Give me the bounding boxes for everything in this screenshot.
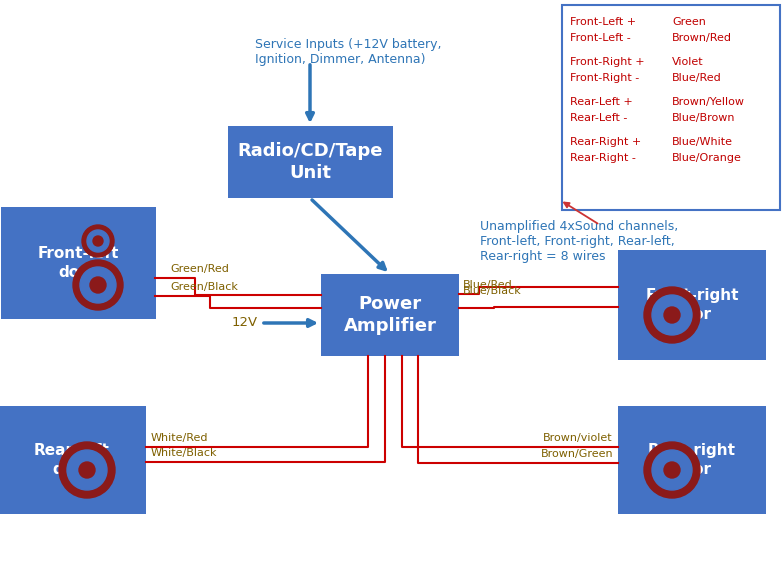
Text: Front-left
door: Front-left door [38,246,119,280]
Text: Rear-left
door: Rear-left door [34,443,110,477]
Text: Radio/CD/Tape
Unit: Radio/CD/Tape Unit [237,142,383,182]
Circle shape [67,450,107,490]
Bar [1,207,156,319]
Bar [321,274,459,356]
Text: Unamplified 4xSound channels,
Front-left, Front-right, Rear-left,
Rear-right = 8: Unamplified 4xSound channels, Front-left… [480,220,678,263]
Text: Service Inputs (+12V battery,
Ignition, Dimmer, Antenna): Service Inputs (+12V battery, Ignition, … [255,38,442,66]
Circle shape [644,287,700,343]
Text: Rear-Left -: Rear-Left - [570,113,627,123]
Circle shape [644,442,700,498]
Text: White/Red: White/Red [151,433,208,443]
Bar [618,250,766,360]
Text: Rear-Left +: Rear-Left + [570,97,633,107]
Circle shape [73,260,123,310]
Bar [0,406,146,514]
Text: Power
Amplifier: Power Amplifier [344,295,436,335]
Text: Violet: Violet [672,57,704,67]
Text: Blue/Orange: Blue/Orange [672,153,742,163]
Circle shape [82,225,114,257]
Circle shape [87,230,109,252]
Circle shape [652,295,692,335]
Text: Brown/Yellow: Brown/Yellow [672,97,745,107]
Bar [618,406,766,514]
Text: Green/Black: Green/Black [170,282,238,292]
Text: Blue/Brown: Blue/Brown [672,113,735,123]
Text: Rear-right
door: Rear-right door [648,443,736,477]
Text: Front-Left -: Front-Left - [570,33,631,43]
Bar [228,126,392,198]
Text: Brown/violet: Brown/violet [543,433,613,443]
Circle shape [93,236,103,246]
Text: Green/Red: Green/Red [170,264,229,274]
Text: White/Black: White/Black [151,448,218,458]
Circle shape [90,277,106,293]
Text: Front-Right -: Front-Right - [570,73,639,83]
Circle shape [652,450,692,490]
Text: Brown/Red: Brown/Red [672,33,732,43]
Circle shape [664,462,680,478]
Text: Rear-Right +: Rear-Right + [570,137,641,147]
Circle shape [79,462,95,478]
Circle shape [59,442,115,498]
Text: Brown/Green: Brown/Green [540,449,613,459]
Circle shape [664,307,680,323]
Text: Front-Left +: Front-Left + [570,17,636,27]
Circle shape [80,267,116,303]
Text: Blue/White: Blue/White [672,137,733,147]
Text: Front-Right +: Front-Right + [570,57,644,67]
Text: Rear-Right -: Rear-Right - [570,153,636,163]
Bar [562,5,780,210]
Text: Blue/Red: Blue/Red [672,73,722,83]
Text: Blue/Red: Blue/Red [463,280,513,290]
Text: Green: Green [672,17,706,27]
Text: 12V: 12V [232,316,258,329]
Text: Blue/Black: Blue/Black [463,286,521,296]
Text: Front-right
door: Front-right door [645,288,738,322]
